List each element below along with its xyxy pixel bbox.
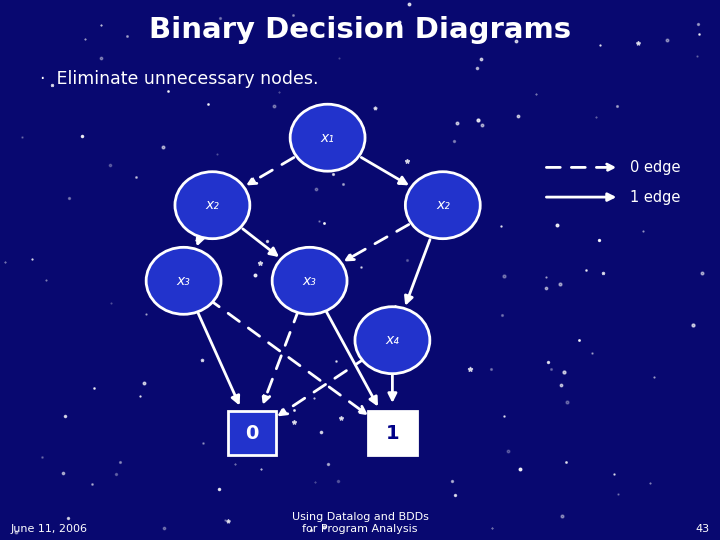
Ellipse shape xyxy=(355,307,430,374)
Text: 0 edge: 0 edge xyxy=(630,160,680,175)
Ellipse shape xyxy=(290,104,365,171)
Text: x₃: x₃ xyxy=(176,274,191,288)
Text: 1: 1 xyxy=(386,423,399,443)
FancyBboxPatch shape xyxy=(368,411,417,455)
Text: x₁: x₁ xyxy=(320,131,335,145)
Text: 1 edge: 1 edge xyxy=(630,190,680,205)
Text: x₃: x₃ xyxy=(302,274,317,288)
Text: x₂: x₂ xyxy=(205,198,220,212)
Ellipse shape xyxy=(405,172,480,239)
Text: June 11, 2006: June 11, 2006 xyxy=(11,523,88,534)
Ellipse shape xyxy=(272,247,347,314)
Text: x₂: x₂ xyxy=(436,198,450,212)
Text: Using Datalog and BDDs
for Program Analysis: Using Datalog and BDDs for Program Analy… xyxy=(292,512,428,534)
Ellipse shape xyxy=(146,247,221,314)
FancyBboxPatch shape xyxy=(228,411,276,455)
Text: 43: 43 xyxy=(695,523,709,534)
Text: Binary Decision Diagrams: Binary Decision Diagrams xyxy=(149,16,571,44)
Text: x₄: x₄ xyxy=(385,333,400,347)
Text: 0: 0 xyxy=(246,423,258,443)
Text: ·  Eliminate unnecessary nodes.: · Eliminate unnecessary nodes. xyxy=(40,70,318,88)
Ellipse shape xyxy=(175,172,250,239)
